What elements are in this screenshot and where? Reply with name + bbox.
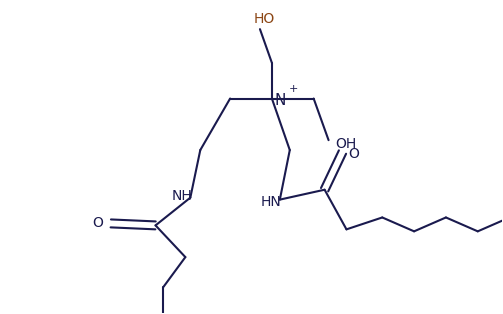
Text: NH: NH (172, 189, 192, 203)
Text: HO: HO (254, 12, 275, 26)
Text: HN: HN (261, 195, 282, 208)
Text: N: N (274, 93, 286, 108)
Text: O: O (349, 147, 359, 161)
Text: +: + (289, 84, 298, 94)
Text: OH: OH (336, 137, 357, 151)
Text: O: O (92, 216, 103, 230)
